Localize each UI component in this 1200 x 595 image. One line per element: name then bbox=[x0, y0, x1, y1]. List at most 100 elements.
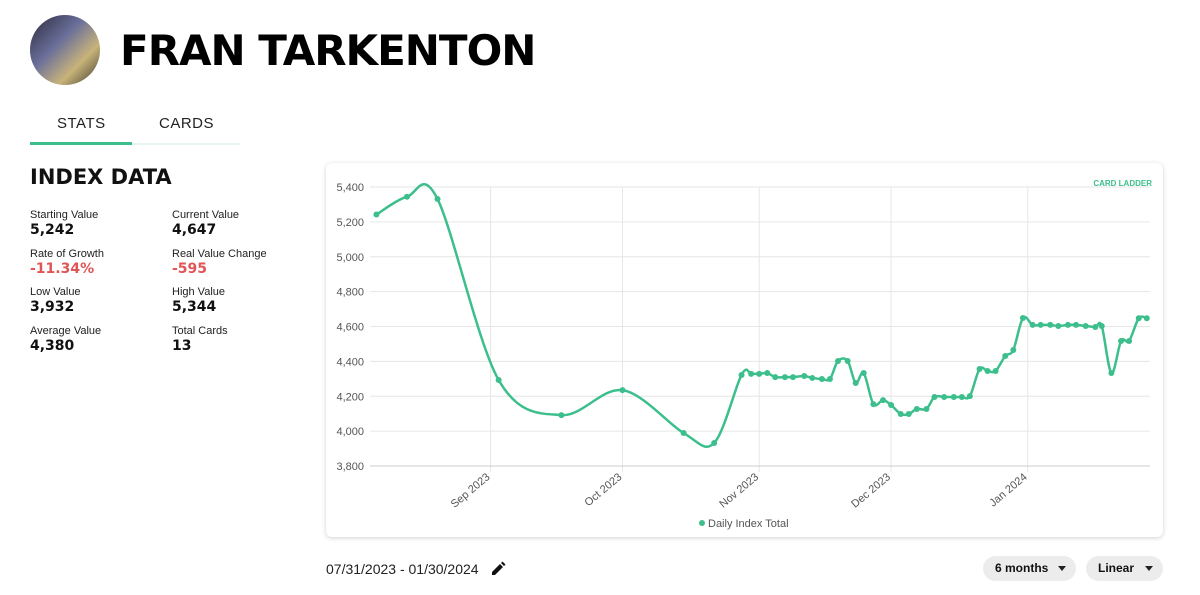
point bbox=[1010, 347, 1017, 354]
point bbox=[619, 387, 626, 394]
y-tick-label: 5,400 bbox=[336, 182, 364, 194]
watermark: CARD LADDER bbox=[1093, 179, 1152, 188]
stat-label: Rate of Growth bbox=[30, 247, 104, 260]
stat: Current Value 4,647 bbox=[172, 209, 239, 238]
point bbox=[1037, 321, 1044, 328]
y-tick-label: 4,200 bbox=[336, 391, 364, 403]
point bbox=[923, 405, 930, 412]
point bbox=[888, 401, 895, 408]
point bbox=[1047, 321, 1054, 328]
player-name: FRAN TARKENTON bbox=[120, 26, 536, 75]
point bbox=[711, 439, 718, 446]
stat-value: 4,647 bbox=[172, 222, 217, 238]
stat-value: 5,344 bbox=[172, 299, 217, 315]
date-text: 07/31/2023 - 01/30/2024 bbox=[326, 561, 479, 577]
point bbox=[941, 393, 948, 400]
stat: Real Value Change -595 bbox=[172, 248, 267, 277]
point bbox=[950, 393, 957, 400]
point bbox=[1019, 314, 1026, 321]
stat-value: 13 bbox=[172, 337, 192, 354]
stat: Rate of Growth -11.34% bbox=[30, 248, 104, 277]
point bbox=[905, 411, 912, 418]
section-title: INDEX DATA bbox=[30, 165, 172, 189]
chart-card: CARD LADDER 3,800 4,000 4,200 4,400 4,600 4,8… bbox=[326, 163, 1163, 537]
point bbox=[958, 393, 965, 400]
point bbox=[1055, 322, 1062, 329]
legend-label: Daily Index Total bbox=[708, 518, 789, 530]
point bbox=[756, 370, 763, 377]
date-range[interactable]: 07/31/2023 - 01/30/2024 bbox=[326, 561, 506, 577]
y-tick-label: 4,600 bbox=[336, 322, 364, 334]
x-tick-label: Oct 2023 bbox=[583, 471, 625, 509]
stat: Starting Value 5,242 bbox=[30, 209, 98, 238]
point bbox=[852, 379, 859, 386]
point bbox=[1098, 322, 1105, 329]
point bbox=[801, 373, 808, 380]
point bbox=[844, 358, 851, 365]
point bbox=[1118, 337, 1125, 344]
period-dropdown[interactable]: 6 months bbox=[983, 556, 1076, 581]
point bbox=[558, 412, 565, 419]
stat-value: -11.34% bbox=[30, 260, 95, 277]
tab[interactable]: STATS bbox=[57, 115, 106, 132]
stat-value: 3,932 bbox=[30, 299, 75, 315]
point bbox=[495, 377, 502, 384]
point bbox=[772, 374, 779, 381]
stat-label: Total Cards bbox=[172, 324, 228, 337]
chart: CARD LADDER 3,800 4,000 4,200 4,400 4,600 4,8… bbox=[336, 179, 1152, 530]
point bbox=[434, 196, 441, 203]
point bbox=[809, 374, 816, 381]
point bbox=[897, 411, 904, 418]
x-tick-label: Sep 2023 bbox=[449, 471, 493, 510]
stat-label: Real Value Change bbox=[172, 247, 267, 260]
legend-marker bbox=[699, 520, 705, 526]
tab[interactable]: CARDS bbox=[159, 115, 215, 132]
point bbox=[870, 401, 877, 408]
tab-line bbox=[30, 143, 240, 145]
point bbox=[860, 370, 867, 377]
point bbox=[1082, 322, 1089, 329]
stat: Average Value 4,380 bbox=[30, 325, 101, 354]
stat-value: 4,380 bbox=[30, 337, 75, 354]
stat-value: -595 bbox=[172, 260, 208, 277]
stat: Total Cards 13 bbox=[172, 325, 228, 354]
y-tick-label: 3,800 bbox=[336, 461, 364, 473]
scale-text: Linear bbox=[1098, 561, 1135, 575]
point bbox=[1029, 321, 1036, 328]
period-text: 6 months bbox=[995, 561, 1049, 575]
y-tick-label: 4,400 bbox=[336, 356, 364, 368]
point bbox=[818, 375, 825, 382]
stat-label: Current Value bbox=[172, 209, 240, 221]
point bbox=[1002, 352, 1009, 359]
point bbox=[984, 367, 991, 374]
stat-label: High Value bbox=[172, 286, 225, 298]
edit-icon[interactable] bbox=[490, 561, 506, 577]
tab-indicator bbox=[30, 142, 132, 145]
y-tick-label: 4,000 bbox=[336, 426, 364, 438]
stat-label: Average Value bbox=[30, 324, 102, 337]
point bbox=[789, 374, 796, 381]
point bbox=[931, 393, 938, 400]
stat-label: Starting Value bbox=[30, 209, 99, 221]
point bbox=[826, 375, 833, 382]
avatar bbox=[30, 15, 100, 85]
stat-label: Low Value bbox=[30, 286, 81, 298]
y-tick-label: 5,000 bbox=[336, 252, 364, 264]
y-tick-label: 4,800 bbox=[336, 287, 364, 299]
stat: High Value 5,344 bbox=[172, 286, 225, 315]
scale-dropdown[interactable]: Linear bbox=[1086, 556, 1163, 581]
point bbox=[1126, 337, 1133, 344]
x-tick-label: Jan 2024 bbox=[987, 471, 1029, 509]
point bbox=[992, 367, 999, 374]
point bbox=[835, 358, 841, 365]
point bbox=[1143, 315, 1150, 322]
point bbox=[913, 405, 920, 412]
point bbox=[680, 430, 687, 437]
x-tick-label: Nov 2023 bbox=[717, 471, 761, 510]
point bbox=[1092, 324, 1099, 331]
point bbox=[781, 374, 788, 381]
point bbox=[764, 370, 771, 377]
point bbox=[738, 371, 745, 378]
point bbox=[1073, 321, 1080, 328]
